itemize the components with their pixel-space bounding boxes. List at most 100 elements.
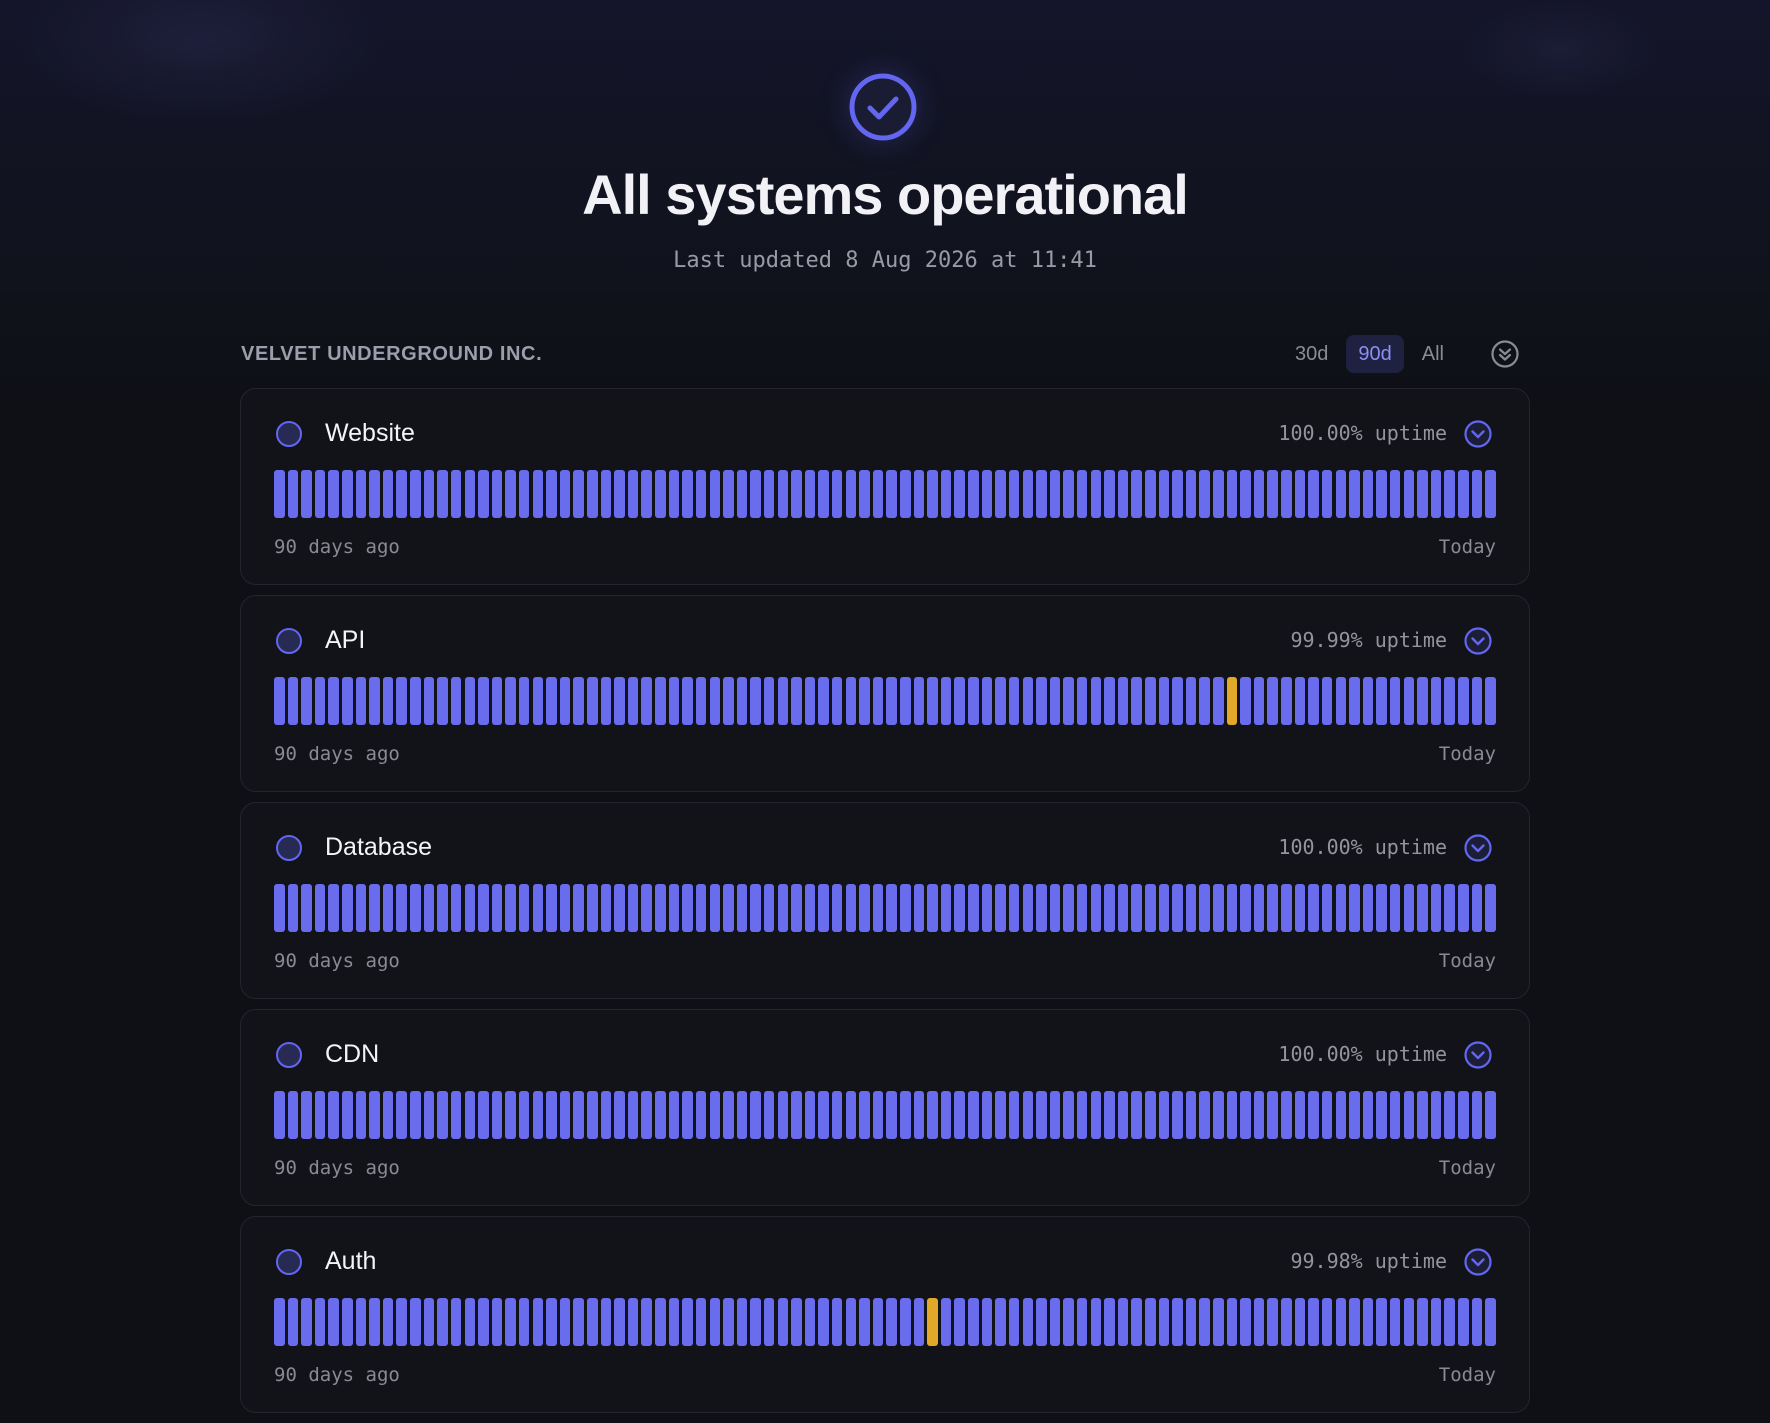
uptime-bar[interactable]: [287, 470, 299, 518]
uptime-bar[interactable]: [668, 470, 680, 518]
uptime-bar[interactable]: [954, 470, 965, 518]
uptime-bar[interactable]: [954, 1091, 965, 1139]
uptime-bar[interactable]: [1417, 470, 1428, 518]
uptime-bar[interactable]: [1036, 677, 1047, 725]
uptime-bar[interactable]: [736, 1298, 748, 1346]
uptime-bar[interactable]: [831, 1091, 843, 1139]
uptime-bar[interactable]: [981, 470, 993, 518]
uptime-bar[interactable]: [1253, 470, 1265, 518]
expand-service-button[interactable]: [1463, 419, 1493, 449]
uptime-bar[interactable]: [1321, 470, 1333, 518]
uptime-bar[interactable]: [1267, 1298, 1278, 1346]
uptime-bar[interactable]: [423, 1298, 435, 1346]
uptime-bar[interactable]: [886, 677, 897, 725]
uptime-bar[interactable]: [1022, 677, 1034, 725]
uptime-bar[interactable]: [369, 470, 380, 518]
uptime-bar[interactable]: [1458, 1091, 1469, 1139]
uptime-bar[interactable]: [314, 1091, 326, 1139]
uptime-bar[interactable]: [1430, 470, 1442, 518]
uptime-bar[interactable]: [627, 1091, 639, 1139]
uptime-bar[interactable]: [1076, 470, 1088, 518]
uptime-bar[interactable]: [1090, 1091, 1102, 1139]
uptime-bar[interactable]: [1076, 1298, 1088, 1346]
uptime-bar[interactable]: [668, 884, 680, 932]
uptime-bar[interactable]: [274, 470, 285, 518]
uptime-bar[interactable]: [587, 1091, 598, 1139]
uptime-bar[interactable]: [1471, 470, 1483, 518]
uptime-bar[interactable]: [818, 1298, 829, 1346]
uptime-bar[interactable]: [464, 1091, 476, 1139]
uptime-bar[interactable]: [1158, 1298, 1170, 1346]
uptime-bar[interactable]: [546, 677, 557, 725]
uptime-bar[interactable]: [505, 470, 516, 518]
uptime-bar[interactable]: [872, 884, 884, 932]
uptime-bar[interactable]: [695, 1091, 707, 1139]
uptime-bar[interactable]: [1430, 1091, 1442, 1139]
uptime-bar[interactable]: [287, 677, 299, 725]
uptime-bar[interactable]: [1063, 884, 1074, 932]
uptime-bar[interactable]: [1253, 884, 1265, 932]
uptime-bar[interactable]: [968, 470, 979, 518]
uptime-bar[interactable]: [872, 1091, 884, 1139]
uptime-bar[interactable]: [491, 1091, 503, 1139]
uptime-bar[interactable]: [1199, 1298, 1210, 1346]
uptime-bar[interactable]: [328, 1091, 339, 1139]
uptime-bar[interactable]: [763, 1091, 775, 1139]
uptime-bar[interactable]: [791, 1298, 802, 1346]
uptime-bar[interactable]: [410, 677, 421, 725]
uptime-bar[interactable]: [954, 884, 965, 932]
uptime-bar[interactable]: [1240, 677, 1251, 725]
uptime-bar[interactable]: [655, 677, 666, 725]
uptime-bar[interactable]: [1036, 884, 1047, 932]
uptime-bar[interactable]: [573, 1298, 584, 1346]
uptime-bar[interactable]: [1063, 677, 1074, 725]
uptime-bar[interactable]: [437, 1298, 448, 1346]
uptime-bar[interactable]: [845, 470, 857, 518]
uptime-bar[interactable]: [355, 1091, 367, 1139]
uptime-bar-degraded[interactable]: [927, 1298, 938, 1346]
uptime-bar[interactable]: [750, 884, 761, 932]
uptime-bar[interactable]: [369, 677, 380, 725]
uptime-bar[interactable]: [1145, 677, 1156, 725]
uptime-bar[interactable]: [1485, 470, 1496, 518]
uptime-bar[interactable]: [396, 1298, 407, 1346]
uptime-bar[interactable]: [342, 677, 353, 725]
uptime-bar[interactable]: [1281, 884, 1292, 932]
uptime-bar[interactable]: [437, 470, 448, 518]
uptime-bar[interactable]: [1172, 470, 1183, 518]
uptime-bar[interactable]: [913, 677, 925, 725]
uptime-bar[interactable]: [723, 677, 734, 725]
uptime-bar[interactable]: [900, 884, 911, 932]
uptime-bar[interactable]: [546, 1091, 557, 1139]
uptime-bar[interactable]: [1240, 1298, 1251, 1346]
uptime-bar[interactable]: [927, 677, 938, 725]
uptime-bar[interactable]: [1403, 1298, 1415, 1346]
uptime-bar[interactable]: [968, 1091, 979, 1139]
uptime-bar[interactable]: [437, 1091, 448, 1139]
uptime-bar[interactable]: [995, 884, 1006, 932]
uptime-bar[interactable]: [655, 1298, 666, 1346]
uptime-bar[interactable]: [396, 884, 407, 932]
uptime-bar[interactable]: [900, 1298, 911, 1346]
uptime-bar[interactable]: [287, 884, 299, 932]
uptime-bar[interactable]: [900, 677, 911, 725]
uptime-bar[interactable]: [478, 1091, 489, 1139]
uptime-bar[interactable]: [1008, 1091, 1020, 1139]
uptime-bar[interactable]: [872, 470, 884, 518]
uptime-bar[interactable]: [804, 1298, 816, 1346]
uptime-bar[interactable]: [1335, 677, 1347, 725]
uptime-bar[interactable]: [1036, 470, 1047, 518]
uptime-bar[interactable]: [1213, 677, 1224, 725]
uptime-bar[interactable]: [1213, 1091, 1224, 1139]
uptime-bar[interactable]: [872, 1298, 884, 1346]
uptime-bar[interactable]: [927, 884, 938, 932]
uptime-bar[interactable]: [614, 1091, 625, 1139]
uptime-bar[interactable]: [736, 1091, 748, 1139]
uptime-bar[interactable]: [1362, 470, 1374, 518]
uptime-bar[interactable]: [913, 884, 925, 932]
uptime-bar[interactable]: [968, 1298, 979, 1346]
uptime-bar[interactable]: [1213, 1298, 1224, 1346]
uptime-bar[interactable]: [981, 1091, 993, 1139]
uptime-bar[interactable]: [1049, 1091, 1061, 1139]
uptime-bar[interactable]: [1485, 884, 1496, 932]
